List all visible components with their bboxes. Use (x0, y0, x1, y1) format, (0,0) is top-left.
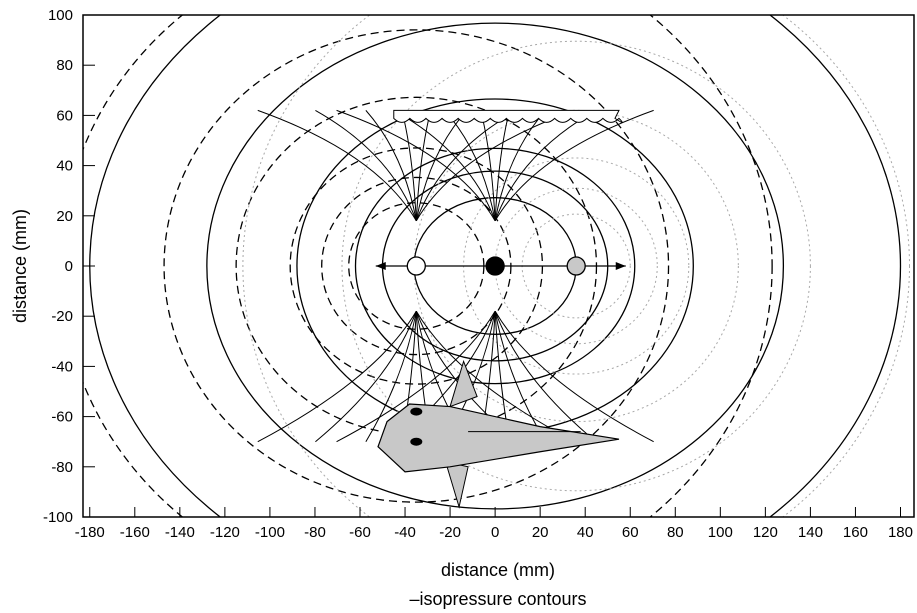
x-tick-label: 20 (532, 524, 549, 541)
y-tick-label: 80 (56, 57, 73, 74)
field-line-bottom (315, 311, 417, 443)
fish-illustration (377, 359, 620, 509)
x-tick-label: 0 (491, 524, 499, 541)
source-marker-1 (485, 256, 505, 276)
right-arrowhead (615, 262, 626, 270)
x-tick-label: 60 (622, 524, 639, 541)
x-tick-label: -100 (255, 524, 285, 541)
field-line-bottom (336, 310, 496, 443)
x-tick-label: -60 (349, 524, 371, 541)
x-tick-label: 160 (843, 524, 868, 541)
x-tick-label: -40 (394, 524, 416, 541)
field-line-top (494, 109, 654, 222)
field-line-bottom (257, 310, 417, 443)
tick-layer: -180 -160 -140 -120 -100 -80 -60 -40 -20 0 20 40 60 8… (43, 7, 913, 541)
y-tick-label: 100 (48, 7, 73, 24)
source-marker-2 (566, 256, 586, 276)
field-line-bottom (494, 311, 597, 443)
contour-series-dotted (242, 15, 910, 517)
x-axis-title: distance (mm) (441, 560, 555, 580)
field-line-top (393, 109, 496, 221)
marks-layer (257, 109, 654, 509)
x-tick-label: -180 (75, 524, 105, 541)
y-tick-label: -60 (51, 409, 73, 426)
x-tick-label: 80 (667, 524, 684, 541)
field-line-bottom (494, 310, 654, 443)
y-tick-label: -80 (51, 459, 73, 476)
x-tick-label: 40 (577, 524, 594, 541)
field-line-top (257, 109, 417, 222)
y-tick-label: -20 (51, 308, 73, 325)
contour-dotted-1 (494, 187, 658, 345)
y-tick-label: 20 (56, 208, 73, 225)
y-tick-label: -100 (43, 509, 73, 526)
fish-eye-1 (410, 437, 423, 446)
y-tick-label: 0 (65, 258, 73, 275)
x-tick-label: 100 (708, 524, 733, 541)
stimulus-plate (393, 109, 623, 123)
x-tick-label: -140 (165, 524, 195, 541)
contour-dotted-4 (341, 40, 811, 492)
fish-fin-top (449, 359, 478, 408)
x-tick-label: -20 (439, 524, 461, 541)
left-arrowhead (375, 262, 386, 270)
x-tick-label: -160 (120, 524, 150, 541)
chart-caption: –isopressure contours (409, 589, 586, 609)
y-axis-title: distance (mm) (10, 209, 30, 323)
field-line-bottom (365, 311, 417, 442)
y-tick-label: 40 (56, 158, 73, 175)
fish-body (377, 403, 620, 473)
x-tick-label: 140 (798, 524, 823, 541)
x-tick-label: 180 (888, 524, 913, 541)
field-line-top (494, 110, 546, 221)
field-line-top (415, 109, 576, 222)
field-line-top (336, 109, 496, 222)
contour-dashed-5 (83, 15, 773, 517)
contour-dotted-5 (242, 15, 910, 517)
x-tick-label: -120 (210, 524, 240, 541)
contour-series-dashed (83, 15, 773, 517)
source-marker-0 (406, 256, 426, 276)
fish-fin-bottom (444, 461, 469, 509)
fish-eye-0 (410, 407, 423, 416)
contour-dashed-4 (163, 29, 670, 503)
field-line-top (315, 109, 417, 221)
y-tick-label: -40 (51, 358, 73, 375)
x-tick-label: 120 (753, 524, 778, 541)
contour-solid-2 (354, 147, 636, 385)
x-tick-label: -80 (304, 524, 326, 541)
field-line-top (365, 110, 417, 221)
y-tick-label: 60 (56, 107, 73, 124)
